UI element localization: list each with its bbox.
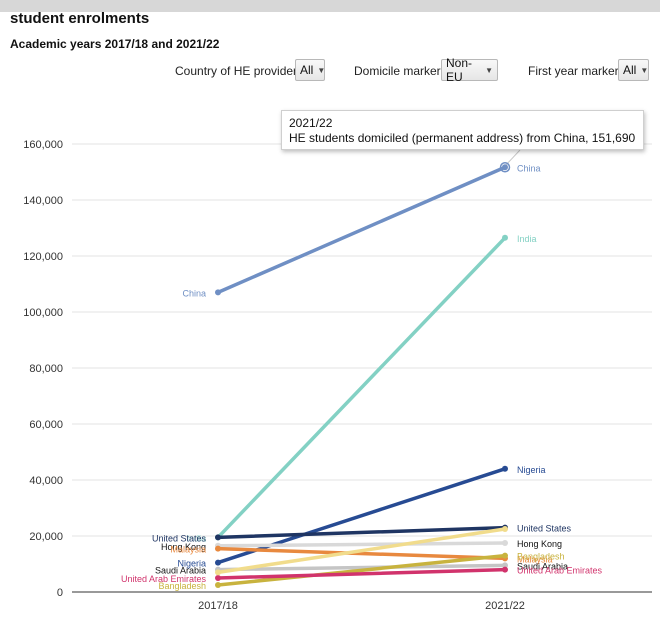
series-label-start: Hong Kong (161, 542, 206, 552)
data-point (215, 582, 221, 588)
series-line (216, 525, 507, 540)
data-point (215, 575, 221, 581)
filter-label-first-year: First year marker (528, 64, 619, 78)
data-point (502, 526, 508, 532)
series-line (216, 165, 507, 295)
data-point (502, 540, 508, 546)
series-label-end: Saudi Arabia (517, 561, 568, 571)
chevron-down-icon: ▼ (485, 65, 493, 75)
series-label-start: India (186, 533, 206, 543)
series-label-end: China (517, 163, 541, 173)
series-label-end: India (517, 234, 537, 244)
y-tick-label: 140,000 (23, 195, 63, 207)
domicile-dropdown[interactable]: Non-EU ▼ (441, 56, 498, 84)
x-tick-label: 2021/22 (485, 600, 525, 612)
series-label-end: Hong Kong (517, 539, 562, 549)
highlight-point (499, 162, 511, 173)
y-tick-label: 20,000 (29, 531, 63, 543)
data-point (502, 164, 508, 171)
data-point (502, 552, 508, 559)
y-tick-label: 0 (57, 587, 63, 599)
y-tick-label: 120,000 (23, 251, 63, 263)
series-label-start: United Arab Emirates (121, 574, 207, 584)
series-line (216, 563, 507, 572)
tooltip-year: 2021/22 (289, 116, 333, 130)
series-label-start: Nigeria (177, 559, 206, 569)
series-label-start: Malaysia (170, 545, 206, 555)
series-label-end: Malaysia (517, 554, 553, 564)
chart-tooltip: 2021/22 HE students domiciled (permanent… (281, 110, 644, 150)
series-label-start: Saudi Arabia (155, 566, 206, 576)
y-tick-label: 60,000 (29, 419, 63, 431)
series-line (216, 527, 507, 575)
filter-label-domicile: Domicile marker (354, 64, 441, 78)
y-tick-label: 160,000 (23, 139, 63, 151)
data-point (502, 562, 508, 569)
tooltip-detail: HE students domiciled (permanent address… (289, 131, 636, 145)
series-label-end: Bangladesh (517, 552, 565, 562)
data-point (215, 534, 221, 541)
data-point (215, 559, 221, 566)
series-label-start: China (182, 288, 206, 298)
data-point (215, 569, 221, 576)
series-label-start: United States (152, 533, 207, 543)
first-year-dropdown[interactable]: All ▼ (618, 59, 649, 81)
country-dropdown-value: All (300, 63, 314, 77)
domicile-dropdown-value: Non-EU (446, 56, 473, 84)
data-point (215, 545, 221, 552)
series-label-end: United Arab Emirates (517, 566, 603, 576)
y-tick-label: 100,000 (23, 307, 63, 319)
y-tick-label: 80,000 (29, 363, 63, 375)
data-point (215, 289, 221, 296)
y-tick-label: 40,000 (29, 475, 63, 487)
series-label-end: United States (517, 524, 572, 534)
data-point (502, 566, 508, 573)
country-dropdown[interactable]: All ▼ (295, 59, 325, 81)
series-label-start: Bangladesh (158, 581, 206, 591)
page-title: student enrolments (10, 10, 150, 27)
data-point (502, 234, 508, 241)
x-tick-label: 2017/18 (198, 600, 238, 612)
series-line (216, 236, 507, 540)
top-band (0, 0, 660, 12)
data-point (502, 465, 508, 472)
series-line (216, 567, 507, 580)
series-label-end: Nigeria (517, 465, 546, 475)
filter-label-country: Country of HE provider (175, 64, 298, 78)
first-year-dropdown-value: All (623, 63, 637, 77)
chevron-down-icon: ▼ (640, 65, 649, 75)
chevron-down-icon: ▼ (317, 65, 326, 75)
page-subtitle: Academic years 2017/18 and 2021/22 (10, 37, 220, 51)
series-line (216, 541, 507, 548)
series-line (216, 553, 507, 587)
series-line (216, 546, 507, 561)
